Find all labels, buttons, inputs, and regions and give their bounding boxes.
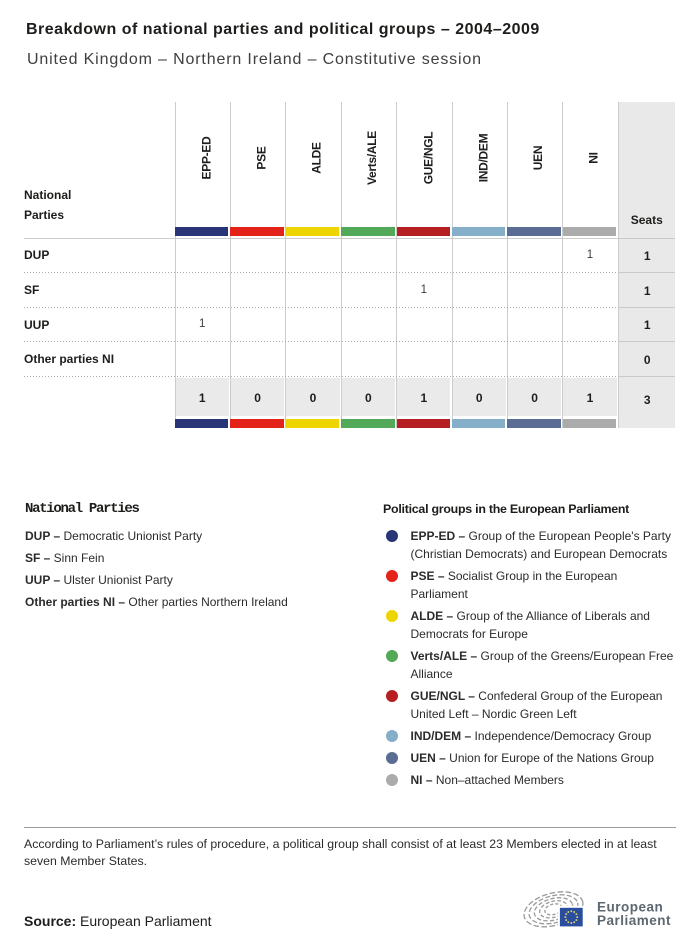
svg-text:Parliament: Parliament [597,913,671,928]
svg-text:European: European [597,900,663,915]
